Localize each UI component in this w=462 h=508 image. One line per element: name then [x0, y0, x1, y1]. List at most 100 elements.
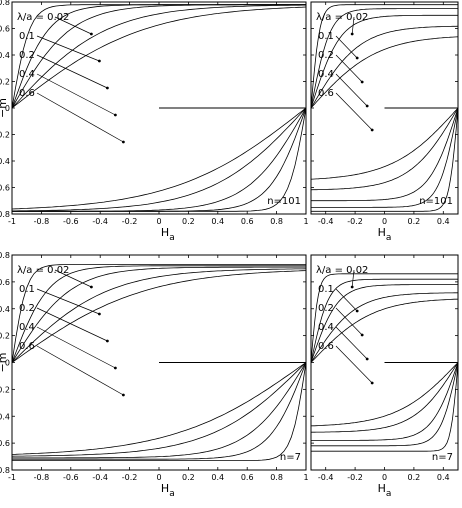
legend-arrow-head: [350, 285, 354, 289]
legend-arrow: [335, 54, 363, 83]
curves: [12, 4, 306, 212]
legend: λ/a = 0.02 0.1 0.2 0.4 0.6: [316, 265, 374, 385]
x-tick-label: 0.4: [437, 217, 450, 226]
legend: λ/a = 0.02 0.1 0.2 0.4 0.6: [17, 12, 125, 144]
x-axis-label-sub: a: [169, 489, 175, 499]
legend-label: λ/a = 0.02: [17, 265, 69, 276]
legend-label: 0.1: [318, 284, 334, 295]
legend-arrow: [54, 269, 92, 288]
legend-arrow-head: [350, 32, 354, 36]
legend-label: 0.4: [318, 69, 334, 80]
legend-arrow-head: [97, 59, 101, 63]
x-tick-label: -0.4: [318, 473, 334, 482]
curves: [12, 264, 306, 461]
legend-arrow-head: [113, 113, 117, 117]
major-loop-0.6: [12, 6, 306, 210]
x-tick-label: 0.2: [182, 217, 195, 226]
x-tick-label: 0.2: [408, 217, 421, 226]
y-tick-label: 0: [5, 359, 10, 368]
x-tick-label: -0.6: [63, 217, 79, 226]
y-tick-label: 0.2: [0, 78, 10, 87]
x-tick-label: -0.2: [122, 473, 138, 482]
x-tick-label: 0.2: [182, 473, 195, 482]
major-loop-0.4: [12, 4, 306, 212]
x-tick-label: 0.8: [270, 217, 283, 226]
y-tick-label: 0.8: [0, 251, 10, 260]
n-label: n=101: [267, 196, 301, 207]
legend-label: 0.1: [19, 31, 35, 42]
x-tick-label: -0.4: [92, 217, 108, 226]
major-loop-0.2: [311, 284, 458, 441]
curves: [311, 273, 458, 452]
y-axis-label: −m: [0, 98, 9, 118]
y-tick-label: 0: [5, 104, 10, 113]
major-loop-0.4: [311, 25, 458, 191]
legend-arrow: [335, 345, 373, 384]
x-axis-label-sub: a: [386, 489, 392, 499]
legend-arrow-head: [360, 80, 364, 84]
legend-label: 0.2: [19, 50, 35, 61]
legend-arrow-head: [370, 381, 374, 385]
major-loop-0.02: [12, 264, 306, 461]
x-ticks: -0.4 -0.2 0 0.2 0.4: [318, 255, 450, 482]
legend-arrow: [54, 16, 92, 35]
x-axis-label-main: H: [161, 226, 169, 239]
legend-arrow: [335, 326, 368, 360]
legend-label: 0.6: [19, 88, 35, 99]
legend-arrow: [36, 307, 108, 342]
y-tick-label: -0.8: [0, 466, 10, 475]
legend-arrow-head: [89, 32, 93, 36]
x-tick-label: 1: [303, 217, 308, 226]
x-tick-label: 0.4: [211, 217, 224, 226]
major-loop-0.6: [311, 298, 458, 427]
y-ticks: -0.8 -0.6 -0.4 -0.2 0 0.2 0.4 0.6 0.8: [0, 251, 306, 475]
y-tick-label: 0.2: [0, 332, 10, 341]
legend-arrow: [351, 269, 355, 288]
x-tick-label: -0.2: [347, 473, 363, 482]
x-tick-label: 0.6: [241, 217, 254, 226]
legend-arrow-head: [97, 312, 101, 316]
legend-arrow-head: [121, 140, 125, 144]
legend-arrow-head: [360, 333, 364, 337]
legend: λ/a = 0.02 0.1 0.2 0.4 0.6: [316, 12, 374, 132]
legend-arrow-head: [355, 309, 359, 313]
legend-arrow-head: [105, 339, 109, 343]
x-axis-label-main: H: [378, 226, 386, 239]
y-tick-label: 0.6: [0, 25, 10, 34]
major-loop-0.2: [12, 266, 306, 459]
y-tick-label: 0.8: [0, 0, 10, 7]
panel-bottom-right: -0.4 -0.2 0 0.2 0.4 n=7 Ha λ/a = 0.02 0.1 0.2 0.4 0…: [310, 254, 459, 499]
legend-arrow-head: [121, 393, 125, 397]
major-loop-0.1: [311, 8, 458, 208]
y-tick-label: -0.8: [0, 210, 10, 219]
x-tick-label: 0.4: [437, 473, 450, 482]
major-loop-0.02: [311, 273, 458, 452]
legend-label: 0.1: [19, 284, 35, 295]
x-axis-label: Ha: [378, 482, 392, 499]
legend-label: λ/a = 0.02: [316, 12, 368, 23]
x-tick-label: -0.2: [122, 217, 138, 226]
y-tick-label: -0.6: [0, 439, 10, 448]
y-tick-label: -0.2: [0, 131, 10, 140]
x-tick-label: -1: [8, 217, 16, 226]
y-tick-label: 0.6: [0, 278, 10, 287]
x-tick-label: -0.2: [347, 217, 363, 226]
legend-label: λ/a = 0.02: [316, 265, 368, 276]
x-tick-label: -0.8: [34, 217, 50, 226]
panel-bottom-left: -1-0.8-0.6-0.4-0.200.20.40.60.81-0.8-0.6…: [0, 251, 309, 499]
y-tick-label: 0.4: [0, 51, 10, 60]
y-ticks: -0.8 -0.6 -0.4 -0.2 0 0.2 0.4 0.6 0.8: [0, 0, 306, 219]
x-tick-label: 1: [303, 473, 308, 482]
x-tick-label: 0.2: [408, 473, 421, 482]
x-tick-label: -1: [8, 473, 16, 482]
legend-label: 0.4: [19, 322, 35, 333]
legend-label: 0.6: [19, 341, 35, 352]
y-axis-label: −m: [0, 353, 9, 373]
legend-arrow-head: [365, 357, 369, 361]
legend-arrow: [36, 35, 100, 62]
legend-label: 0.2: [318, 303, 334, 314]
n-label: n=7: [432, 452, 453, 463]
panel-top-right: -0.4 -0.2 0 0.2 0.4 n=101 Ha λ/a = 0.02 0.1 0.2 0.…: [310, 1, 459, 243]
